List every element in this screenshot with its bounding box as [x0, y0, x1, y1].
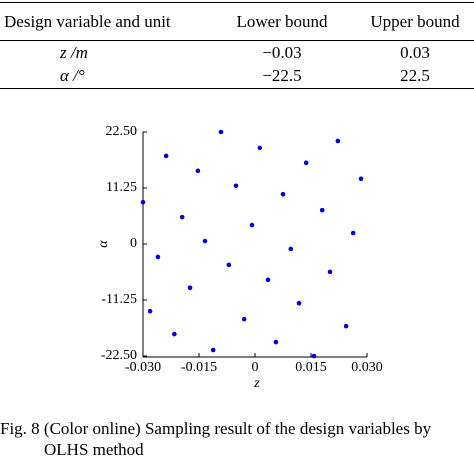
point: [280, 191, 286, 197]
y-tick-label: 22.50: [106, 124, 138, 139]
x-tick-label: -0.015: [181, 360, 217, 375]
point: [327, 269, 333, 275]
caption: Fig. 8 (Color online) Sampling result of…: [0, 418, 431, 460]
cell: 0.03: [400, 42, 430, 62]
caption-line: OLHS method: [44, 440, 144, 459]
x-axis-label: z: [253, 376, 260, 391]
y-axis-label: α: [96, 240, 111, 248]
point: [187, 285, 193, 291]
cell: 22.5: [400, 66, 430, 86]
x-tick-label: 0.030: [351, 360, 383, 375]
cell: α /°: [60, 66, 85, 86]
x-tick-label: 0: [252, 360, 259, 375]
point: [273, 339, 279, 345]
point: [249, 222, 255, 228]
point: [343, 323, 349, 329]
point: [303, 160, 309, 166]
chart: α z 22.50 11.25 0 -11.25 -22.50-0.030 -0.015 0…: [96, 124, 383, 391]
header-row: Design variable and unit Lower bound Upp…: [0, 2, 474, 41]
point: [288, 246, 294, 252]
point: [218, 129, 224, 135]
point: [172, 331, 177, 337]
header-cell: Design variable and unit: [4, 11, 171, 31]
point: [350, 230, 356, 236]
point: [163, 153, 169, 159]
point: [226, 262, 232, 268]
y-tick-label: 0: [130, 236, 137, 251]
point: [257, 145, 263, 151]
row: α /° −22.5 22.5: [0, 65, 474, 89]
y-tick-label: 11.25: [106, 180, 137, 195]
header-cell: Lower bound: [236, 11, 328, 31]
point: [311, 353, 317, 359]
point: [179, 214, 185, 220]
y-tick-label: -22.50: [101, 348, 137, 363]
header-cell: Upper bound: [370, 12, 460, 31]
cell: −0.03: [262, 42, 302, 62]
point: [296, 300, 302, 306]
cell: z /m: [60, 42, 88, 62]
cell: −22.5: [262, 66, 302, 86]
caption-line: Fig. 8 (Color online) Sampling result of…: [0, 419, 432, 438]
point: [202, 238, 208, 244]
x-tick-label: -0.030: [125, 360, 161, 375]
point: [210, 347, 216, 353]
point: [233, 183, 239, 189]
point: [147, 308, 153, 314]
point: [140, 199, 146, 205]
point: [241, 316, 247, 322]
point: [155, 254, 161, 260]
row: z /m −0.03 0.03: [0, 41, 474, 65]
y-tick-label: -11.25: [101, 292, 137, 307]
point: [195, 168, 201, 174]
x-tick-label: 0.015: [295, 360, 327, 375]
point: [358, 176, 364, 182]
bounds-table: Design variable and unit Lower bound Upp…: [0, 2, 474, 89]
point: [335, 138, 341, 144]
point: [265, 277, 271, 283]
point: [319, 207, 325, 213]
